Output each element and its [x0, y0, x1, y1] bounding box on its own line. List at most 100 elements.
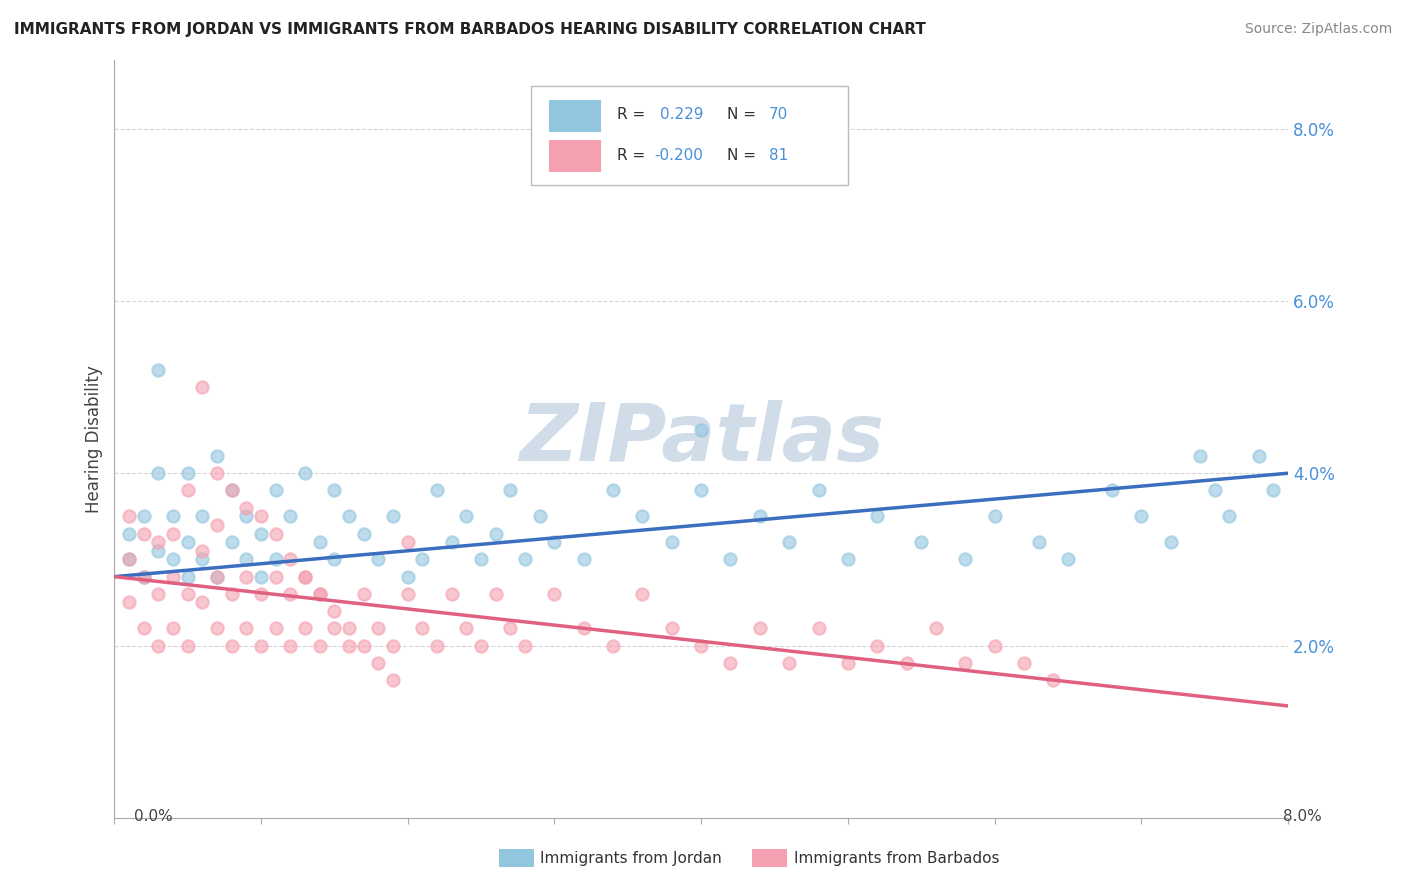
Point: [983, 639, 1005, 653]
Point: [367, 621, 389, 635]
Text: 70: 70: [769, 107, 789, 122]
Text: 81: 81: [769, 148, 789, 163]
Point: [294, 569, 316, 583]
Text: Immigrants from Jordan: Immigrants from Jordan: [540, 851, 721, 865]
Point: [367, 552, 389, 566]
Point: [148, 467, 170, 481]
Point: [1204, 483, 1226, 498]
Point: [953, 656, 976, 670]
Point: [235, 509, 257, 524]
Point: [177, 535, 200, 549]
Point: [353, 639, 375, 653]
Point: [748, 509, 770, 524]
Point: [162, 526, 184, 541]
Point: [235, 621, 257, 635]
Point: [280, 587, 302, 601]
Point: [529, 509, 551, 524]
Point: [896, 656, 918, 670]
Point: [382, 509, 405, 524]
Point: [264, 552, 287, 566]
Text: Immigrants from Barbados: Immigrants from Barbados: [794, 851, 1000, 865]
Point: [602, 483, 624, 498]
Text: Source: ZipAtlas.com: Source: ZipAtlas.com: [1244, 22, 1392, 37]
Point: [191, 509, 214, 524]
Point: [205, 449, 228, 463]
Text: N =: N =: [727, 107, 756, 122]
Point: [925, 621, 948, 635]
Point: [250, 509, 273, 524]
Point: [470, 552, 492, 566]
Point: [177, 639, 200, 653]
Point: [382, 673, 405, 687]
Text: ZIPatlas: ZIPatlas: [519, 400, 883, 478]
Point: [543, 587, 565, 601]
Point: [191, 543, 214, 558]
Point: [748, 621, 770, 635]
Point: [866, 639, 889, 653]
Point: [323, 621, 346, 635]
Point: [631, 587, 654, 601]
Point: [162, 621, 184, 635]
Point: [308, 587, 330, 601]
Point: [353, 526, 375, 541]
Point: [264, 526, 287, 541]
FancyBboxPatch shape: [548, 100, 602, 132]
Point: [367, 656, 389, 670]
Point: [983, 509, 1005, 524]
FancyBboxPatch shape: [531, 87, 848, 185]
Point: [456, 509, 478, 524]
Point: [1012, 656, 1035, 670]
Point: [191, 380, 214, 394]
Point: [132, 569, 155, 583]
Point: [411, 621, 433, 635]
Point: [250, 569, 273, 583]
Point: [337, 621, 360, 635]
Point: [837, 552, 859, 566]
Point: [235, 552, 257, 566]
Point: [205, 569, 228, 583]
Point: [661, 621, 683, 635]
Point: [205, 467, 228, 481]
Text: 8.0%: 8.0%: [1282, 809, 1322, 823]
Point: [1028, 535, 1050, 549]
Point: [337, 509, 360, 524]
Text: IMMIGRANTS FROM JORDAN VS IMMIGRANTS FROM BARBADOS HEARING DISABILITY CORRELATIO: IMMIGRANTS FROM JORDAN VS IMMIGRANTS FRO…: [14, 22, 927, 37]
Point: [572, 552, 595, 566]
Point: [162, 569, 184, 583]
Point: [294, 621, 316, 635]
Point: [118, 526, 141, 541]
Point: [337, 639, 360, 653]
Point: [440, 535, 463, 549]
Point: [250, 526, 273, 541]
Point: [205, 517, 228, 532]
Point: [1130, 509, 1153, 524]
Point: [118, 509, 141, 524]
Point: [1263, 483, 1285, 498]
Point: [396, 587, 419, 601]
Point: [396, 535, 419, 549]
Point: [499, 621, 522, 635]
Point: [148, 587, 170, 601]
Point: [353, 587, 375, 601]
Point: [1188, 449, 1211, 463]
Point: [499, 483, 522, 498]
Point: [396, 569, 419, 583]
Point: [250, 639, 273, 653]
Point: [162, 509, 184, 524]
Point: [221, 483, 243, 498]
Point: [778, 656, 800, 670]
Point: [661, 535, 683, 549]
Point: [280, 639, 302, 653]
Point: [323, 552, 346, 566]
Point: [953, 552, 976, 566]
Text: R =: R =: [617, 107, 645, 122]
Point: [631, 509, 654, 524]
Point: [264, 621, 287, 635]
Point: [1218, 509, 1240, 524]
Point: [177, 587, 200, 601]
Text: N =: N =: [727, 148, 756, 163]
Point: [690, 483, 713, 498]
Point: [866, 509, 889, 524]
Point: [148, 543, 170, 558]
Point: [118, 552, 141, 566]
